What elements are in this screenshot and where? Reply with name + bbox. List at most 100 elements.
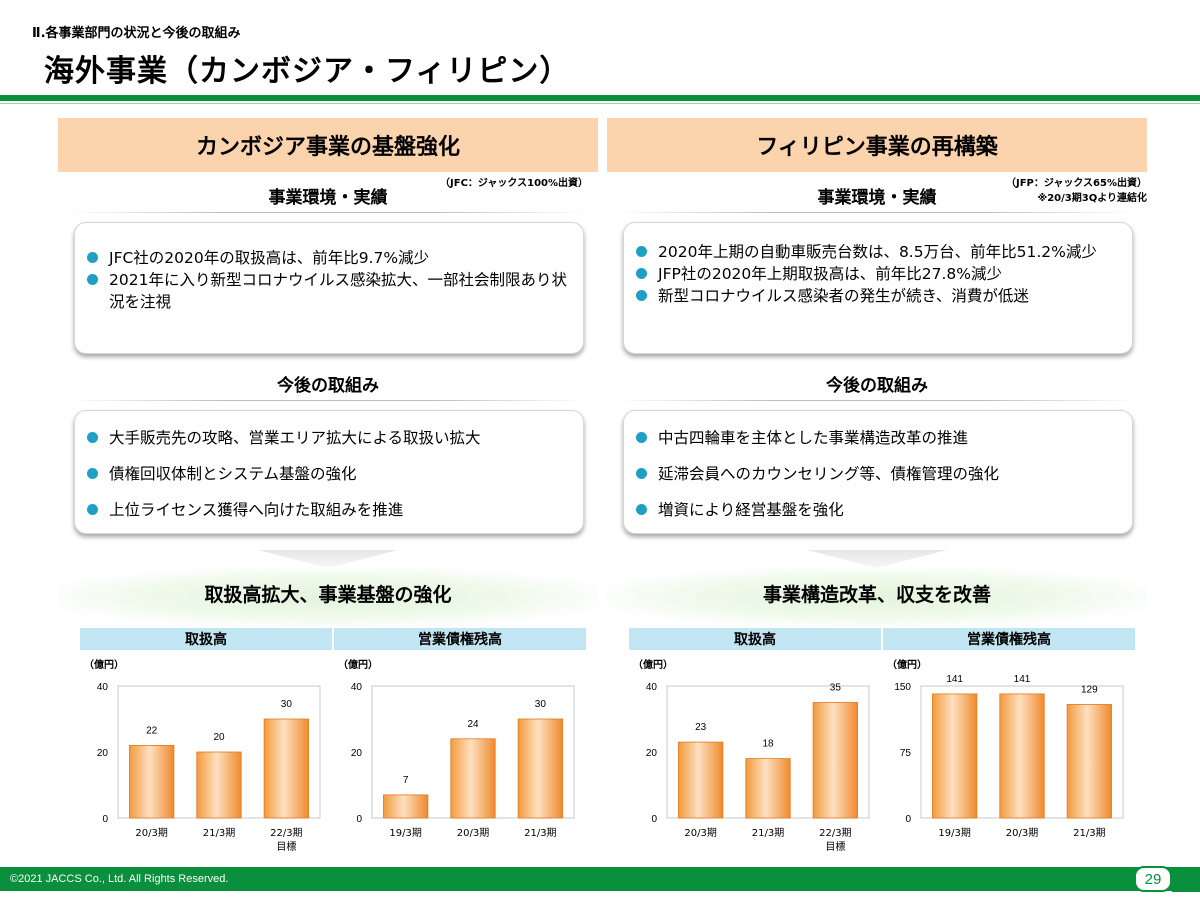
x-tick-label: 21/3期 (524, 827, 556, 839)
down-arrow-icon (807, 550, 947, 568)
bullet-text: 2021年に入り新型コロナウイルス感染拡大、一部社会制限あり状況を注視 (109, 271, 567, 311)
bullet-icon (87, 504, 98, 515)
bullet-icon (636, 268, 647, 279)
y-tick-label: 0 (651, 814, 657, 825)
data-label: 7 (403, 775, 409, 786)
x-tick-label: 20/3期 (1006, 827, 1038, 839)
philippines-env-box: 2020年上期の自動車販売台数は、8.5万台、前年比51.2%減少 JFP社の2… (623, 222, 1133, 354)
jfc-volume-chart: 取扱高 （億円） 0 20 40 22 20/3期 20 21/3期 30 22/3期 目標 (80, 626, 332, 856)
bar (932, 693, 978, 819)
data-label: 129 (1081, 684, 1098, 695)
list-item: 上位ライセンス獲得へ向けた取組みを推進 (87, 499, 571, 521)
bullet-text: 中古四輪車を主体とした事業構造改革の推進 (658, 429, 969, 447)
bullet-text: 上位ライセンス獲得へ向けた取組みを推進 (109, 501, 404, 519)
bar (812, 702, 858, 819)
x-tick-label: 22/3期 (819, 827, 851, 839)
jfc-balance-chart: 営業債権残高 （億円） 0 20 40 7 19/3期 24 20/3期 30 21/3期 (334, 626, 586, 856)
x-tick-label: 20/3期 (684, 827, 716, 839)
list-item: 延滞会員へのカウンセリング等、債権管理の強化 (636, 463, 1120, 485)
bullet-text: JFP社の2020年上期取扱高は、前年比27.8%減少 (658, 265, 1003, 283)
x-tick-label: 21/3期 (1073, 827, 1105, 839)
y-tick-label: 0 (356, 814, 362, 825)
cambodia-ownership-note: （JFC：ジャックス100%出資） (440, 178, 588, 189)
bullet-text: 大手販売先の攻略、営業エリア拡大による取扱い拡大 (109, 429, 481, 447)
bullet-text: JFC社の2020年の取扱高は、前年比9.7%減少 (109, 249, 430, 267)
cambodia-future-title: 今後の取組み (277, 375, 379, 396)
x-tick-label: 21/3期 (752, 827, 784, 839)
page-number: 29 (1134, 866, 1172, 892)
list-item: JFC社の2020年の取扱高は、前年比9.7%減少 (87, 247, 571, 269)
philippines-env-title: 事業環境・実績 (817, 187, 937, 208)
list-item: 2021年に入り新型コロナウイルス感染拡大、一部社会制限あり状況を注視 (87, 269, 571, 313)
bullet-icon (87, 468, 98, 479)
bullet-text: 延滞会員へのカウンセリング等、債権管理の強化 (658, 465, 1000, 483)
page-title: 海外事業（カンボジア・フィリピン） (44, 54, 571, 89)
y-tick-label: 150 (894, 682, 911, 693)
philippines-future-box: 中古四輪車を主体とした事業構造改革の推進 延滞会員へのカウンセリング等、債権管理… (623, 410, 1133, 534)
bullet-icon (87, 252, 98, 263)
cambodia-future-box: 大手販売先の攻略、営業エリア拡大による取扱い拡大 債権回収体制とシステム基盤の強… (74, 410, 584, 534)
bar (517, 718, 563, 819)
bar (129, 745, 175, 819)
philippines-result: 事業構造改革、収支を改善 (762, 584, 991, 606)
bullet-icon (636, 432, 647, 443)
bullet-text: 新型コロナウイルス感染者の発生が続き、消費が低迷 (658, 287, 1029, 305)
result-band (58, 568, 598, 626)
y-tick-label: 20 (97, 748, 109, 759)
y-tick-label: 0 (905, 814, 911, 825)
data-label: 30 (535, 699, 547, 710)
divider (68, 400, 588, 401)
y-tick-label: 75 (900, 748, 912, 759)
bullet-icon (87, 432, 98, 443)
unit-label: （億円） (887, 658, 927, 671)
bar (678, 741, 724, 819)
y-tick-label: 40 (351, 682, 363, 693)
list-item: 債権回収体制とシステム基盤の強化 (87, 463, 571, 485)
note-line: （JFP：ジャックス65%出資） (1005, 178, 1147, 189)
list-item: 中古四輪車を主体とした事業構造改革の推進 (636, 427, 1120, 449)
cambodia-env-box: JFC社の2020年の取扱高は、前年比9.7%減少 2021年に入り新型コロナウ… (74, 222, 584, 354)
copyright: ©2021 JACCS Co., Ltd. All Rights Reserve… (10, 873, 229, 885)
bar (999, 693, 1045, 819)
y-tick-label: 20 (351, 748, 363, 759)
divider (617, 212, 1137, 213)
title-rule (0, 95, 1200, 101)
jfp-balance-chart: 営業債権残高 （億円） 0 75 150 141 19/3期 141 20/3期 129 21/3… (883, 626, 1135, 856)
data-label: 30 (281, 699, 293, 710)
x-tick-label: 19/3期 (938, 827, 970, 839)
cambodia-env-title: 事業環境・実績 (268, 187, 388, 208)
x-tick-sublabel: 目標 (276, 840, 296, 852)
list-item: 2020年上期の自動車販売台数は、8.5万台、前年比51.2%減少 (636, 241, 1120, 263)
y-tick-label: 40 (646, 682, 658, 693)
philippines-column: フィリピン事業の再構築 （JFP：ジャックス65%出資） ※20/3期3Qより連… (607, 118, 1147, 858)
x-tick-label: 20/3期 (457, 827, 489, 839)
bar (196, 751, 242, 819)
data-label: 141 (946, 674, 963, 685)
chart-title: 営業債権残高 (883, 628, 1135, 650)
bullet-text: 債権回収体制とシステム基盤の強化 (109, 465, 357, 483)
divider (617, 400, 1137, 401)
unit-label: （億円） (338, 658, 378, 671)
bullet-text: 増資により経営基盤を強化 (658, 501, 844, 519)
list-item: JFP社の2020年上期取扱高は、前年比27.8%減少 (636, 263, 1120, 285)
x-tick-label: 22/3期 (270, 827, 302, 839)
list-item: 増資により経営基盤を強化 (636, 499, 1120, 521)
cambodia-column: カンボジア事業の基盤強化 （JFC：ジャックス100%出資） 事業環境・実績 J… (58, 118, 598, 858)
bullet-icon (636, 246, 647, 257)
y-tick-label: 40 (97, 682, 109, 693)
divider (68, 212, 588, 213)
list-item: 新型コロナウイルス感染者の発生が続き、消費が低迷 (636, 285, 1120, 307)
y-tick-label: 0 (102, 814, 108, 825)
jfp-balance-svg: （億円） 0 75 150 141 19/3期 141 20/3期 129 21/3期 (887, 658, 1124, 839)
bullet-icon (636, 468, 647, 479)
footer-bar (0, 867, 1200, 891)
x-tick-label: 19/3期 (389, 827, 421, 839)
data-label: 20 (213, 732, 225, 743)
note-line: ※20/3期3Qより連結化 (1037, 193, 1147, 204)
bullet-icon (636, 504, 647, 515)
x-tick-sublabel: 目標 (825, 840, 845, 852)
data-label: 24 (467, 719, 479, 730)
philippines-heading: フィリピン事業の再構築 (607, 118, 1147, 172)
